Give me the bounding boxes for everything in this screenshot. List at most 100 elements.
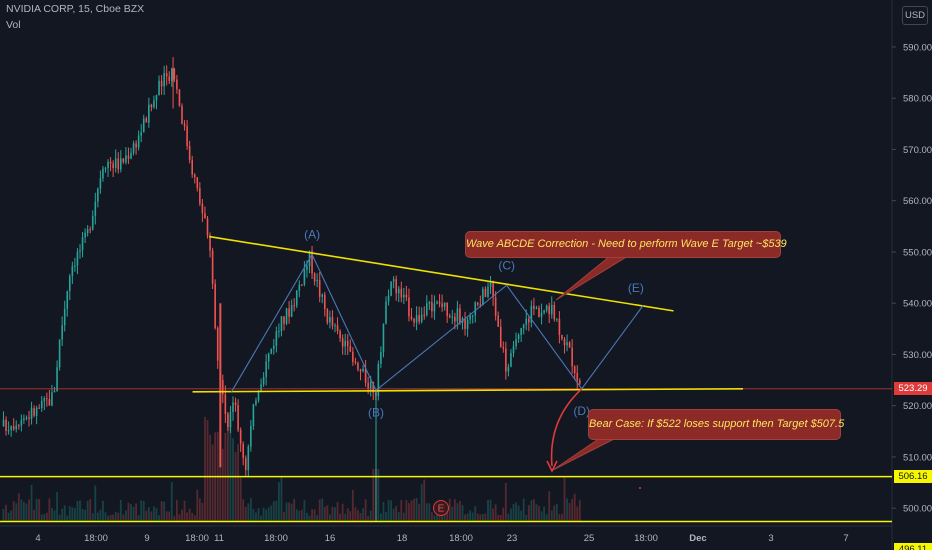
volume-bar (555, 504, 558, 521)
volume-bar (12, 500, 15, 521)
volume-bar (428, 503, 431, 521)
candle-body (150, 104, 153, 108)
time-tick-label: 18:00 (185, 533, 209, 544)
volume-bar (255, 512, 257, 521)
volume-bar (410, 500, 413, 521)
wave-label: (A) (304, 228, 320, 242)
candle-body (497, 315, 499, 327)
volume-bar (550, 510, 553, 521)
candle-body (247, 446, 250, 471)
candle-body (484, 288, 487, 297)
candle-body (395, 279, 397, 294)
candle-body (40, 401, 43, 409)
wave-correction-note[interactable]: Wave ABCDE Correction - Need to perform … (465, 231, 787, 258)
volume-bar (163, 501, 166, 521)
volume-bar (492, 508, 494, 521)
candle-body (275, 331, 278, 346)
candle-body (227, 414, 229, 428)
time-tick-label: 18 (397, 533, 408, 544)
volume-bar (446, 512, 449, 521)
volume-bar (227, 412, 229, 521)
volume-bar (188, 508, 191, 521)
candle-body (91, 216, 94, 230)
volume-bar (540, 511, 543, 521)
time-tick-label: 4 (35, 533, 40, 544)
candle-body (499, 326, 502, 348)
candle-body (255, 400, 257, 405)
volume-bar (107, 515, 109, 521)
volume-bar (387, 499, 390, 521)
volume-bar (153, 506, 155, 521)
volume-bar (576, 506, 579, 521)
candle-body (163, 73, 165, 87)
volume-bar (293, 498, 296, 521)
volume-bar (385, 512, 387, 521)
volume-bar (392, 508, 395, 521)
price-tick-label: 510.00 (903, 452, 932, 463)
volume-bar (38, 499, 41, 521)
volume-bar (538, 505, 540, 521)
volume-bar (45, 512, 48, 521)
candle-body (556, 318, 558, 320)
volume-bar (522, 498, 525, 521)
volume-bar (369, 510, 372, 521)
candle-body (244, 458, 247, 471)
volume-bar (181, 509, 183, 521)
wave-label: (C) (498, 258, 515, 272)
volume-bar (487, 500, 489, 521)
volume-label: Vol (6, 19, 21, 31)
volume-bar (482, 514, 484, 521)
volume-bar (219, 426, 222, 521)
volume-bar (20, 499, 23, 521)
candle-body (352, 351, 354, 362)
volume-bar (96, 512, 99, 521)
volume-bar (193, 515, 196, 521)
volume-bar (433, 515, 436, 521)
candle-body (109, 161, 112, 164)
volume-bar (362, 508, 364, 521)
volume-bar (79, 500, 81, 521)
volume-bar (311, 509, 313, 521)
candle-body (79, 250, 81, 252)
candle-body (446, 302, 448, 316)
candle-body (135, 143, 137, 148)
candle-body (176, 79, 178, 90)
volume-bar (244, 506, 247, 521)
volume-bar (91, 513, 94, 521)
volume-bar (198, 498, 201, 521)
candle-body (250, 426, 252, 447)
volume-bar (10, 510, 13, 521)
volume-bar (270, 505, 273, 521)
currency-button[interactable]: USD (902, 6, 928, 25)
volume-bar (525, 514, 528, 521)
volume-bar (367, 515, 370, 521)
candle-body (380, 351, 382, 364)
candle-body (257, 391, 260, 401)
volume-bar (543, 506, 545, 521)
candle-body (173, 68, 176, 80)
candle-body (403, 294, 405, 298)
candle-body (224, 394, 227, 415)
volume-bar (461, 505, 464, 521)
volume-bar (382, 501, 385, 521)
volume-bar (408, 503, 410, 521)
earnings-marker-circle (433, 500, 449, 516)
candle-body (387, 295, 390, 302)
volume-bar (242, 499, 245, 521)
candle-body (171, 68, 173, 82)
volume-bar (451, 506, 454, 521)
volume-bar (140, 500, 143, 521)
candle-body (71, 266, 74, 277)
bear-case-note[interactable]: Bear Case: If $522 loses support then Ta… (588, 409, 844, 440)
candle-body (492, 282, 494, 298)
current-price-value: 523.29 (898, 383, 928, 395)
candle-body (316, 280, 318, 282)
candle-body (270, 348, 273, 354)
volume-bar (155, 508, 158, 521)
volume-bar (74, 507, 76, 521)
candle-body (573, 366, 576, 374)
volume-bar (512, 503, 515, 521)
candle-body (168, 76, 171, 82)
time-tick-label: 18:00 (264, 533, 288, 544)
